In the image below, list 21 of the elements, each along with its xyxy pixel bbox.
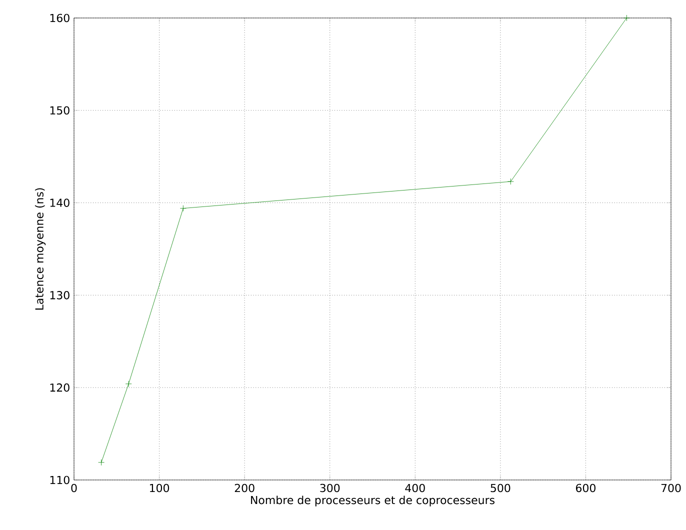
point	[125, 380, 132, 388]
y-tick-label: 140	[50, 198, 70, 207]
y-tick-label: 160	[50, 14, 70, 22]
y-tick-label: 110	[50, 476, 70, 484]
y-tick-label: 130	[50, 291, 70, 300]
y-axis-title: Latence moyenne (ns)	[34, 188, 46, 310]
x-tick-label: 700	[661, 484, 681, 492]
x-tick-label: 300	[320, 484, 340, 492]
y-tick-label: 120	[50, 383, 70, 392]
x-tick-label: 400	[405, 484, 425, 492]
point	[98, 459, 104, 466]
x-tick-label: 600	[576, 484, 596, 492]
x-tick-label: 100	[150, 484, 170, 492]
point	[180, 205, 186, 212]
x-tick-label: 0	[71, 484, 77, 492]
x-axis-title: Nombre de processeurs et de coprocesseurs	[251, 496, 495, 506]
point	[623, 14, 630, 22]
x-tick-label: 200	[234, 484, 254, 492]
y-tick-label: 150	[50, 106, 70, 115]
x-tick-label: 500	[490, 484, 510, 492]
point	[507, 178, 514, 185]
